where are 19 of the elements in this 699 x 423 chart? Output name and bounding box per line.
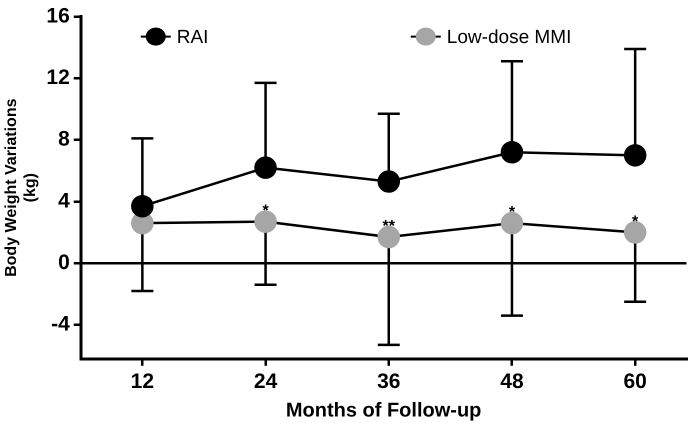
y-tick-label: 4 [58, 189, 70, 212]
y-axis-title: Body Weight Variations (kg) [3, 98, 40, 277]
x-tick-label: 24 [254, 370, 278, 394]
y-tick-label: 12 [46, 66, 70, 90]
annotation: * [632, 213, 640, 230]
y-tick-label: 16 [46, 4, 70, 28]
y-tick-label: -4 [51, 312, 70, 336]
y-tick-label: 0 [58, 251, 70, 274]
y-tick-label: 8 [58, 128, 70, 151]
x-tick-label: 12 [130, 370, 154, 394]
legend-label: RAI [176, 26, 208, 48]
annotation: * [262, 202, 270, 220]
x-tick-label: 36 [377, 370, 400, 394]
x-axis-title: Months of Follow-up [286, 400, 482, 422]
annotation: * [508, 204, 516, 222]
x-tick-label: 60 [623, 370, 647, 394]
legend-label: Low-dose MMI [446, 26, 572, 48]
x-tick-label: 48 [500, 370, 524, 394]
annotation: ** [382, 218, 396, 236]
